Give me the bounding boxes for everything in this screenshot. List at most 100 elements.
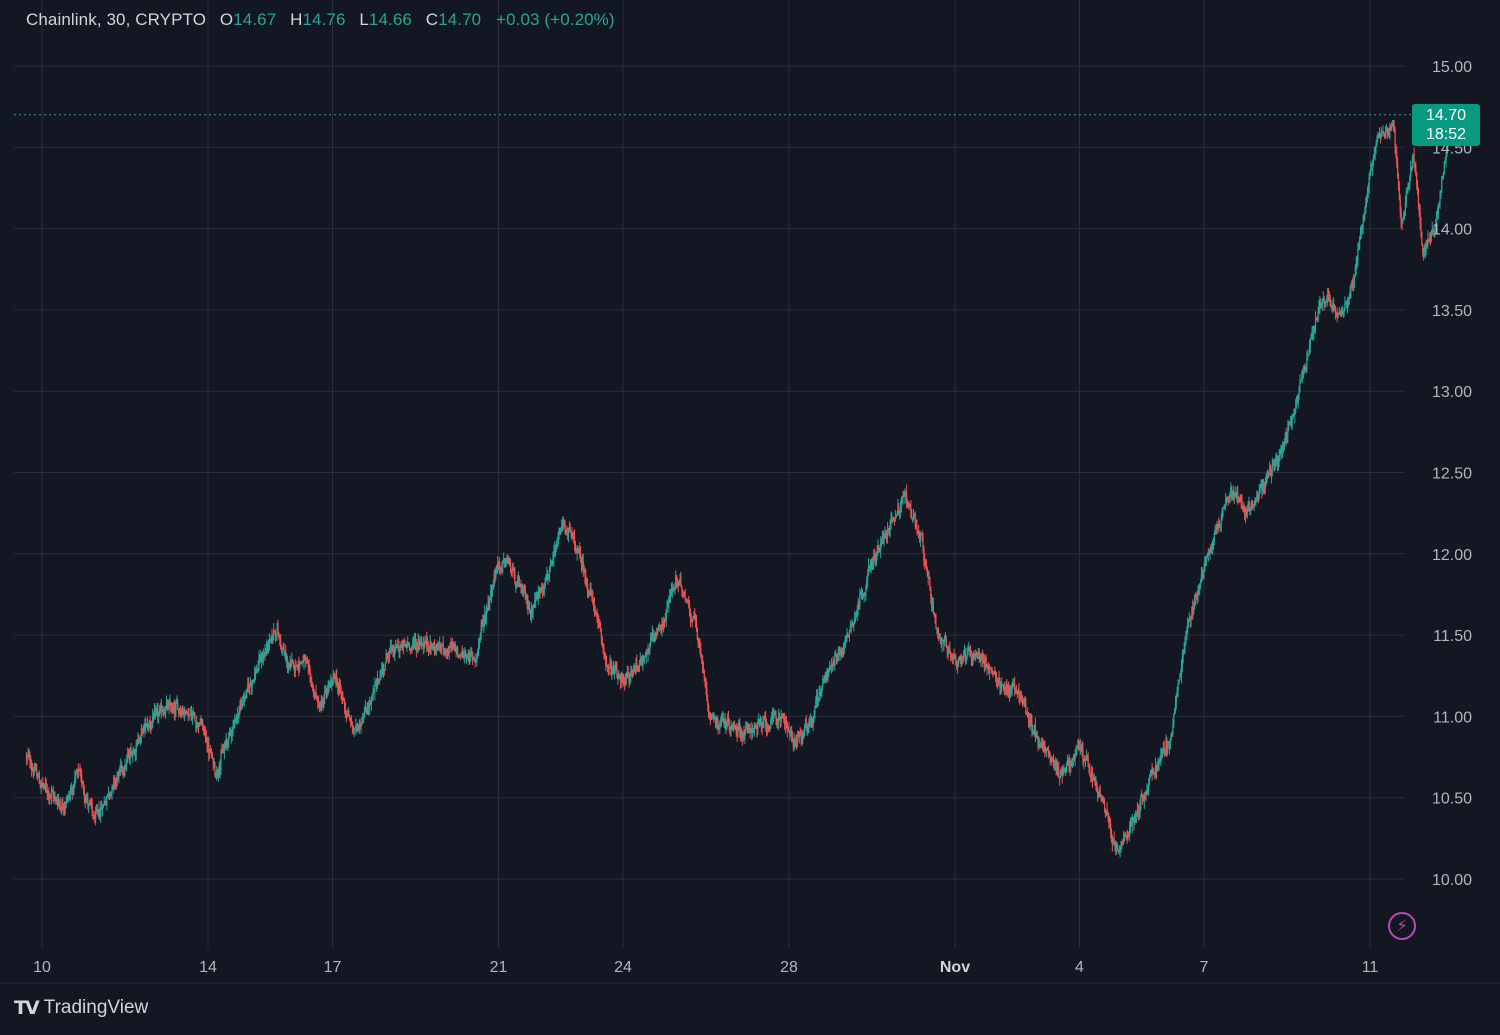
candle-body [484,613,486,621]
candle-body [1029,720,1031,727]
candle-body [201,722,203,724]
candle-body [1348,295,1350,300]
candle-body [1355,263,1357,268]
candle-body [847,634,849,636]
candle-body [812,717,814,725]
candle-body [747,727,749,732]
candle-body [893,518,896,520]
candle-body [94,817,96,819]
candle-body [1428,238,1430,241]
candle-body [520,586,522,588]
candle-body [52,791,54,797]
candle-body [123,771,125,774]
candle-body [270,636,272,640]
candle-body [1326,299,1328,302]
candle-body [776,719,778,721]
candle-body [1096,782,1098,790]
legend-header: Chainlink, 30, CRYPTO O14.67 H14.76 L14.… [26,10,615,30]
candle-body [1281,452,1283,454]
candle-body [1110,832,1113,840]
candle-body [863,593,865,595]
candle-body [1120,844,1122,850]
candle-body [425,638,427,644]
candle-body [1412,154,1414,162]
candle-body [914,513,916,526]
candle-body [446,648,448,654]
candle-body [84,796,86,802]
candle-body [136,742,138,744]
high-value: 14.76 [302,10,346,29]
candle-body [783,718,785,721]
candle-body [187,712,189,716]
candle-body [664,619,666,622]
candle-body [67,796,69,798]
candle-body [488,599,490,603]
candle-body [1079,746,1081,749]
candle-body [1078,746,1080,749]
candle-body [445,648,447,650]
candle-body [1323,298,1325,304]
symbol-title[interactable]: Chainlink, 30, CRYPTO [26,10,207,29]
candle-body [758,719,760,723]
time-tick-label: 17 [324,959,342,976]
lightning-icon[interactable]: ⚡ [1388,912,1416,940]
candle-body [644,656,647,658]
candle-body [1069,763,1071,769]
candle-body [836,655,839,662]
candle-body [461,652,463,658]
candle-body [753,726,756,733]
candle-body [1043,743,1045,748]
candle-body [1222,507,1224,510]
candle-body [196,722,198,729]
candle-body [1105,809,1107,812]
candle-body [1263,481,1265,486]
candle-body [472,657,475,660]
candle-body [982,660,985,664]
candle-body [988,667,990,673]
candle-body [1353,276,1356,281]
candle-body [1443,163,1445,173]
candle-body [1016,692,1018,694]
candle-body [1397,177,1400,189]
candle-body [36,769,38,776]
candle-body [385,653,387,664]
candle-body [877,544,879,554]
candle-body [1288,423,1290,428]
brand[interactable]: TV TradingView [14,997,148,1019]
candle-body [372,690,374,696]
candle-body [586,584,589,593]
candle-body [451,644,453,646]
candle-body [165,701,168,707]
candle-body [573,536,576,544]
candle-body [958,659,960,661]
candle-body [250,682,252,688]
candle-body [508,558,510,561]
candle-body [1062,770,1064,776]
candle-body [458,655,461,658]
candle-body [774,711,776,716]
candle-body [1283,441,1286,446]
candle-body [928,577,930,579]
candle-body [662,624,664,629]
candle-body [1121,841,1123,845]
candle-body [1350,288,1352,291]
candle-body [1173,713,1175,726]
candle-body [487,599,489,612]
candle-body [934,615,936,621]
candle-body [800,734,802,739]
candle-body [557,539,559,545]
time-axis[interactable]: 10 14 17 21 24 28 Nov 4 7 11 [33,959,1378,976]
candle-body [277,627,279,635]
candle-body [1002,684,1005,688]
candle-body [835,653,837,657]
candle-body [981,653,983,655]
candle-body [1338,312,1340,314]
candle-body [1364,212,1366,215]
price-axis[interactable]: 10.0010.5011.0011.5012.0012.5013.0013.50… [1432,59,1472,889]
candle-body [75,773,78,775]
candle-body [814,706,816,714]
candle-body [127,753,130,757]
low-label: L [359,10,369,29]
candle-body [609,662,611,668]
